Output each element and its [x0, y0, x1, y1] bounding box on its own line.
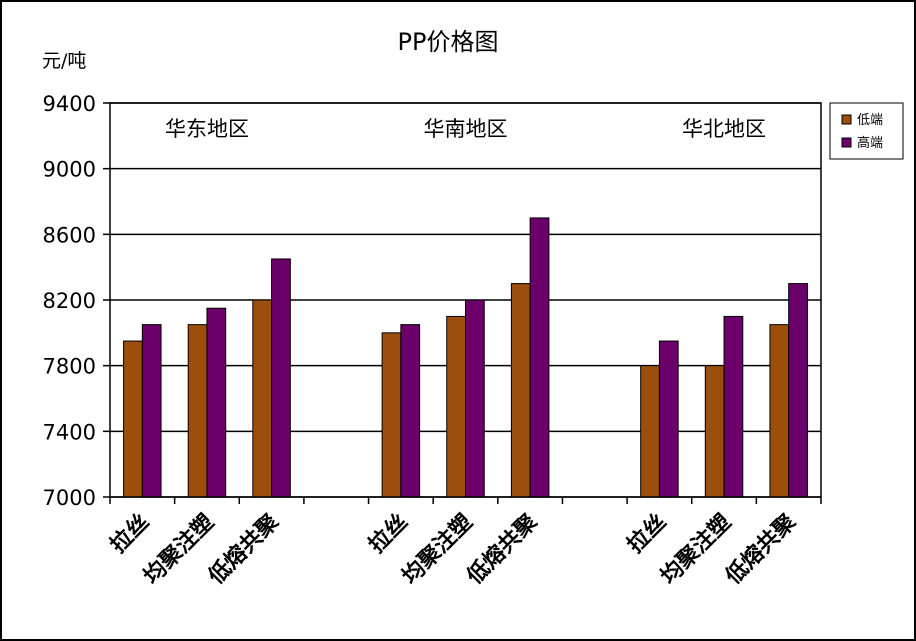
- legend-swatch-low: [841, 114, 852, 125]
- region-labels: 华东地区 华南地区 华北地区: [165, 117, 766, 141]
- y-tick-label: 7800: [43, 355, 96, 379]
- bar-low: [381, 332, 402, 498]
- legend-swatch-high: [841, 137, 852, 148]
- bar-low: [187, 324, 208, 498]
- bar-low: [640, 365, 660, 498]
- legend-label-low: 低端: [857, 113, 883, 128]
- bar-high: [400, 324, 421, 498]
- bar-high: [271, 258, 291, 498]
- bar-high: [658, 340, 679, 498]
- y-tick-label: 8600: [43, 223, 96, 247]
- bar-low: [510, 283, 531, 498]
- bar-high: [723, 315, 744, 498]
- y-tick-label: 7400: [43, 420, 96, 444]
- bar-high: [206, 307, 227, 498]
- bar-high: [465, 299, 485, 498]
- bar-low: [769, 324, 790, 498]
- legend-label-high: 高端: [857, 135, 883, 151]
- bar-low: [123, 340, 143, 498]
- bar-high: [529, 217, 550, 498]
- bar-low: [446, 315, 467, 498]
- bar-low: [704, 365, 725, 498]
- bar-low: [252, 299, 273, 498]
- region-label: 华南地区: [424, 117, 508, 141]
- chart-title: PP价格图: [398, 28, 499, 56]
- bars: [123, 217, 808, 498]
- y-tick-label: 7000: [43, 486, 96, 510]
- y-axis-label: 元/吨: [42, 50, 86, 72]
- plot-area-border: [109, 102, 822, 498]
- y-tick-label: 8200: [43, 289, 96, 313]
- y-tick-label: 9400: [43, 92, 96, 116]
- region-label: 华北地区: [682, 117, 766, 141]
- legend-box: [829, 102, 904, 160]
- bar-high: [788, 283, 808, 498]
- region-label: 华东地区: [165, 117, 249, 141]
- bar-high: [141, 324, 162, 498]
- y-tick-label: 9000: [43, 158, 96, 182]
- y-tick-labels: 7000 7400 7800 8200 8600 9000 9400: [43, 92, 96, 510]
- legend: 低端 高端: [829, 102, 904, 160]
